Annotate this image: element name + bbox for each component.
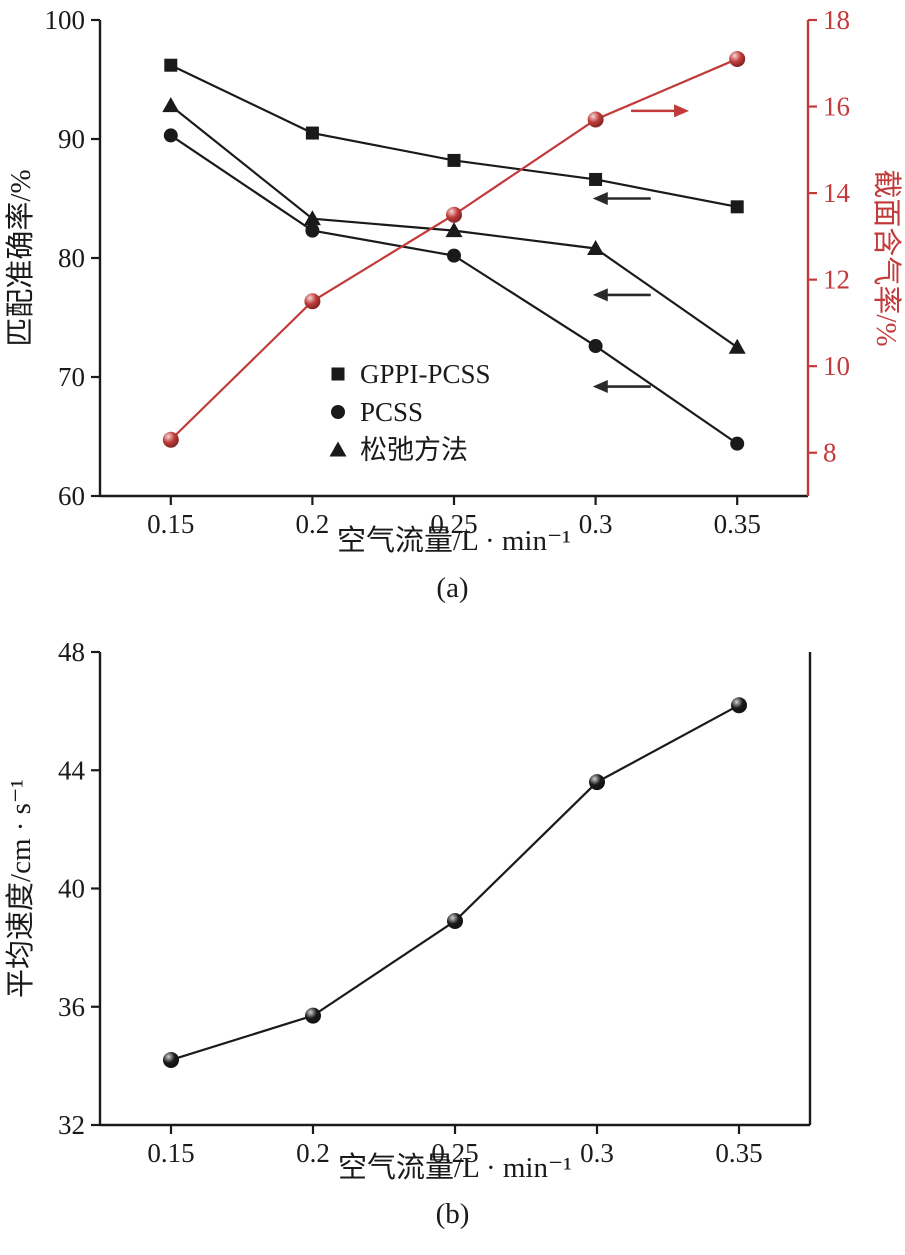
chart-a-canvas: 60 70 80 90 100 8 10 12 14 16 18 0.15 0.2 0.25 0.3 0.35… [4, 6, 903, 557]
svg-text:空气流量/L · min⁻¹: 空气流量/L · min⁻¹ [337, 524, 571, 557]
chart-a-caption: (a) [436, 572, 469, 604]
svg-text:0.35: 0.35 [714, 509, 761, 539]
svg-text:10: 10 [823, 351, 850, 381]
svg-text:平均速度/cm · s⁻¹: 平均速度/cm · s⁻¹ [4, 779, 37, 998]
svg-text:8: 8 [823, 438, 837, 468]
svg-text:40: 40 [58, 874, 85, 904]
svg-text:0.25: 0.25 [430, 509, 477, 539]
svg-text:16: 16 [823, 92, 850, 122]
svg-text:0.35: 0.35 [715, 1138, 762, 1168]
svg-text:0.15: 0.15 [147, 1138, 194, 1168]
svg-text:18: 18 [823, 6, 850, 35]
svg-text:截面含气率/%: 截面含气率/% [870, 169, 903, 346]
svg-text:松弛方法: 松弛方法 [360, 435, 468, 465]
svg-text:100: 100 [45, 6, 86, 35]
chart-b-canvas: 32 36 40 44 48 0.15 0.2 0.25 0.3 0.35 平均速度/cm · s⁻… [4, 637, 812, 1184]
svg-text:0.25: 0.25 [431, 1138, 478, 1168]
svg-text:44: 44 [58, 755, 86, 785]
svg-text:空气流量/L · min⁻¹: 空气流量/L · min⁻¹ [338, 1151, 572, 1184]
svg-text:36: 36 [58, 992, 85, 1022]
svg-text:0.15: 0.15 [147, 509, 194, 539]
svg-text:0.2: 0.2 [296, 1138, 330, 1168]
svg-text:0.3: 0.3 [579, 509, 613, 539]
svg-text:GPPI-PCSS: GPPI-PCSS [360, 359, 491, 389]
svg-text:匹配准确率/%: 匹配准确率/% [4, 169, 37, 346]
svg-text:PCSS: PCSS [360, 397, 423, 427]
svg-text:90: 90 [58, 124, 85, 154]
svg-text:14: 14 [823, 178, 851, 208]
chart-b-caption: (b) [435, 1198, 470, 1230]
svg-text:70: 70 [58, 362, 85, 392]
svg-text:0.3: 0.3 [580, 1138, 614, 1168]
svg-text:12: 12 [823, 265, 850, 295]
svg-text:0.2: 0.2 [296, 509, 330, 539]
svg-text:32: 32 [58, 1110, 85, 1140]
svg-text:48: 48 [58, 637, 85, 667]
chart-a: 60 70 80 90 100 8 10 12 14 16 18 0.15 0.2 0.25 0.3 0.35… [0, 6, 905, 607]
chart-b: 32 36 40 44 48 0.15 0.2 0.25 0.3 0.35 平均速度/cm · s⁻… [0, 607, 905, 1233]
svg-text:80: 80 [58, 243, 85, 273]
svg-text:60: 60 [58, 481, 85, 511]
